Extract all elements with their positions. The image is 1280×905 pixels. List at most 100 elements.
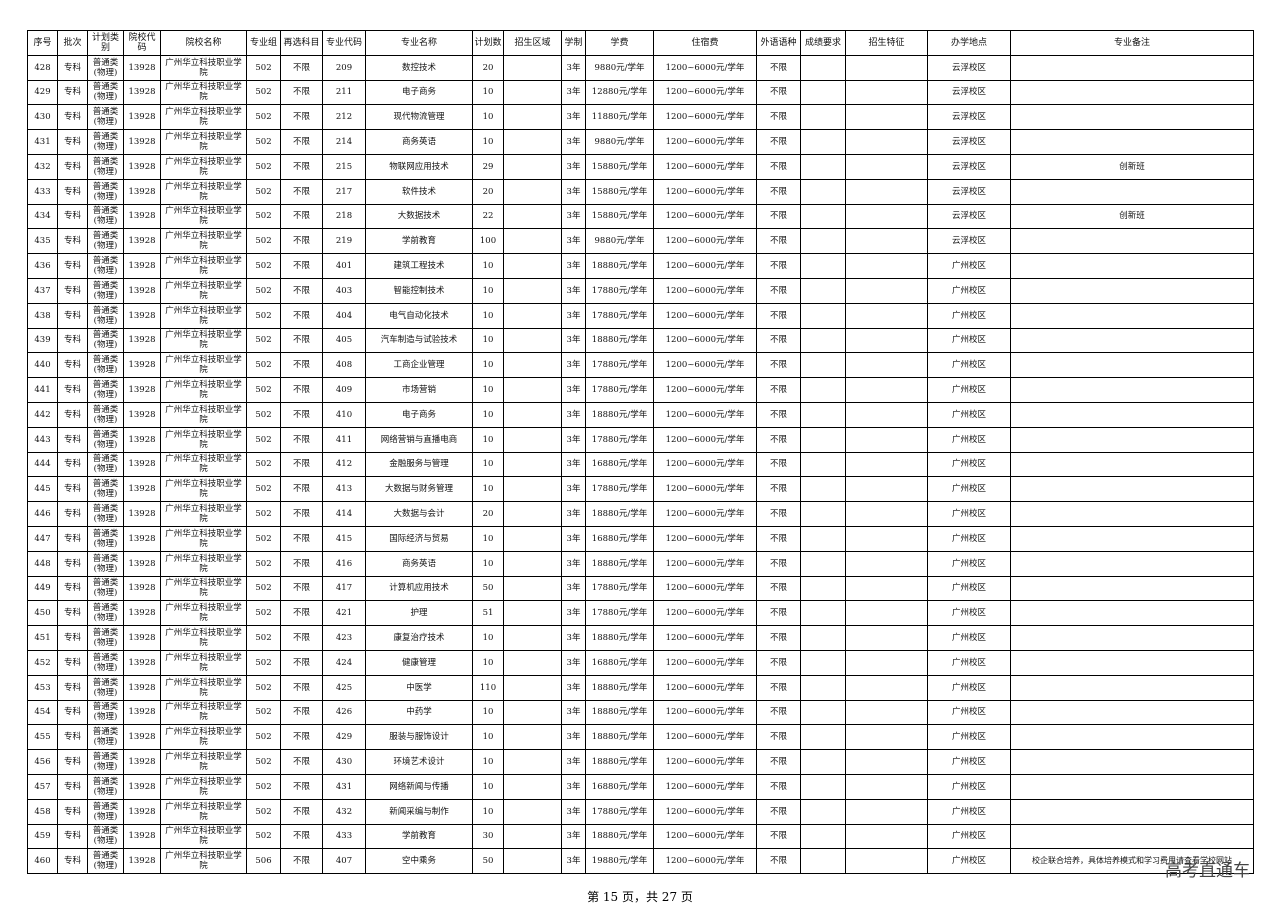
table-cell: 423 <box>322 625 366 651</box>
table-cell: 普通类(物理) <box>87 228 124 255</box>
header-cell: 院校名称 <box>160 30 247 56</box>
table-row: 443 专科 普通类(物理) 13928 广州华立科技职业学院 502 不限 411 网络营销与… <box>27 426 1254 453</box>
table-row: 447 专科 普通类(物理) 13928 广州华立科技职业学院 502 不限 415 国际经济与… <box>27 525 1254 552</box>
table-cell <box>503 823 562 850</box>
table-cell: 3年 <box>561 104 586 131</box>
table-cell: 502 <box>246 401 281 428</box>
table-cell: 10 <box>472 749 504 775</box>
table-cell: 广州校区 <box>927 277 1011 304</box>
table-cell: 软件技术 <box>365 178 473 205</box>
table-cell: 502 <box>246 228 281 255</box>
table-cell: 学前教育 <box>365 228 473 255</box>
table-cell <box>845 401 928 428</box>
table-cell: 13928 <box>123 699 161 726</box>
table-cell: 汽车制造与试验技术 <box>365 327 473 354</box>
table-cell: 广州华立科技职业学院 <box>160 203 247 230</box>
table-cell: 502 <box>246 451 281 478</box>
table-cell: 广州校区 <box>927 749 1011 775</box>
table-cell: 10 <box>472 550 504 577</box>
table-cell: 453 <box>27 674 58 701</box>
table-cell: 1200~6000元/学年 <box>653 228 757 255</box>
table-cell: 13928 <box>123 749 161 775</box>
table-cell: 15880元/学年 <box>585 153 654 180</box>
table-cell: 18880元/学年 <box>585 401 654 428</box>
table-cell: 普通类(物理) <box>87 377 124 403</box>
table-cell: 1200~6000元/学年 <box>653 600 757 627</box>
table-cell: 502 <box>246 54 281 81</box>
table-cell: 425 <box>322 674 366 701</box>
table-cell: 建筑工程技术 <box>365 253 473 279</box>
table-cell: 1200~6000元/学年 <box>653 54 757 81</box>
table-cell: 30 <box>472 823 504 850</box>
table-cell <box>1010 377 1254 403</box>
table-cell: 432 <box>322 798 366 825</box>
table-cell: 不限 <box>280 724 323 751</box>
table-cell: 410 <box>322 401 366 428</box>
table-cell: 502 <box>246 302 281 329</box>
table-cell: 专科 <box>57 253 88 279</box>
table-cell <box>503 525 562 552</box>
table-cell <box>503 773 562 800</box>
table-cell: 11880元/学年 <box>585 104 654 131</box>
table-cell: 数控技术 <box>365 54 473 81</box>
table-cell <box>800 575 846 602</box>
table-cell: 1200~6000元/学年 <box>653 550 757 577</box>
table-cell: 10 <box>472 401 504 428</box>
table-cell: 广州华立科技职业学院 <box>160 129 247 155</box>
table-cell: 不限 <box>280 625 323 651</box>
table-cell <box>845 377 928 403</box>
table-cell: 447 <box>27 525 58 552</box>
brand-watermark: 高考直通车 <box>1165 861 1250 881</box>
table-row: 458 专科 普通类(物理) 13928 广州华立科技职业学院 502 不限 432 新闻采编与… <box>27 798 1254 825</box>
table-cell: 普通类(物理) <box>87 401 124 428</box>
header-cell: 专业备注 <box>1010 30 1254 56</box>
table-cell: 云浮校区 <box>927 54 1011 81</box>
table-cell: 普通类(物理) <box>87 501 124 527</box>
table-cell: 3年 <box>561 749 586 775</box>
table-cell: 1200~6000元/学年 <box>653 451 757 478</box>
table-cell: 广州华立科技职业学院 <box>160 699 247 726</box>
table-cell: 广州校区 <box>927 848 1011 875</box>
table-cell: 金融服务与管理 <box>365 451 473 478</box>
table-row: 449 专科 普通类(物理) 13928 广州华立科技职业学院 502 不限 417 计算机应用… <box>27 575 1254 602</box>
table-cell: 不限 <box>756 848 801 875</box>
table-cell: 3年 <box>561 426 586 453</box>
table-cell: 1200~6000元/学年 <box>653 724 757 751</box>
table-cell <box>503 228 562 255</box>
table-row: 430 专科 普通类(物理) 13928 广州华立科技职业学院 502 不限 212 现代物流管… <box>27 104 1254 131</box>
table-cell <box>800 104 846 131</box>
table-cell: 502 <box>246 575 281 602</box>
table-cell: 普通类(物理) <box>87 649 124 676</box>
table-cell: 13928 <box>123 600 161 627</box>
table-cell: 10 <box>472 104 504 131</box>
table-cell: 18880元/学年 <box>585 327 654 354</box>
table-cell: 1200~6000元/学年 <box>653 798 757 825</box>
table-cell: 创新班 <box>1010 203 1254 230</box>
header-cell: 学费 <box>585 30 654 56</box>
table-cell: 13928 <box>123 575 161 602</box>
table-cell: 502 <box>246 674 281 701</box>
table-cell: 412 <box>322 451 366 478</box>
table-cell <box>800 302 846 329</box>
table-cell: 普通类(物理) <box>87 798 124 825</box>
table-cell: 17880元/学年 <box>585 426 654 453</box>
table-cell <box>503 302 562 329</box>
table-cell <box>1010 550 1254 577</box>
table-cell: 学前教育 <box>365 823 473 850</box>
table-cell <box>800 426 846 453</box>
table-cell: 市场营销 <box>365 377 473 403</box>
table-cell <box>845 600 928 627</box>
table-cell: 不限 <box>756 153 801 180</box>
table-cell <box>503 451 562 478</box>
table-cell <box>1010 451 1254 478</box>
table-cell: 专科 <box>57 600 88 627</box>
table-cell <box>845 104 928 131</box>
table-cell: 1200~6000元/学年 <box>653 153 757 180</box>
table-cell: 3年 <box>561 575 586 602</box>
table-cell: 不限 <box>756 674 801 701</box>
table-cell <box>845 178 928 205</box>
table-cell: 430 <box>27 104 58 131</box>
table-cell: 专科 <box>57 451 88 478</box>
table-cell: 3年 <box>561 848 586 875</box>
table-cell: 广州华立科技职业学院 <box>160 401 247 428</box>
